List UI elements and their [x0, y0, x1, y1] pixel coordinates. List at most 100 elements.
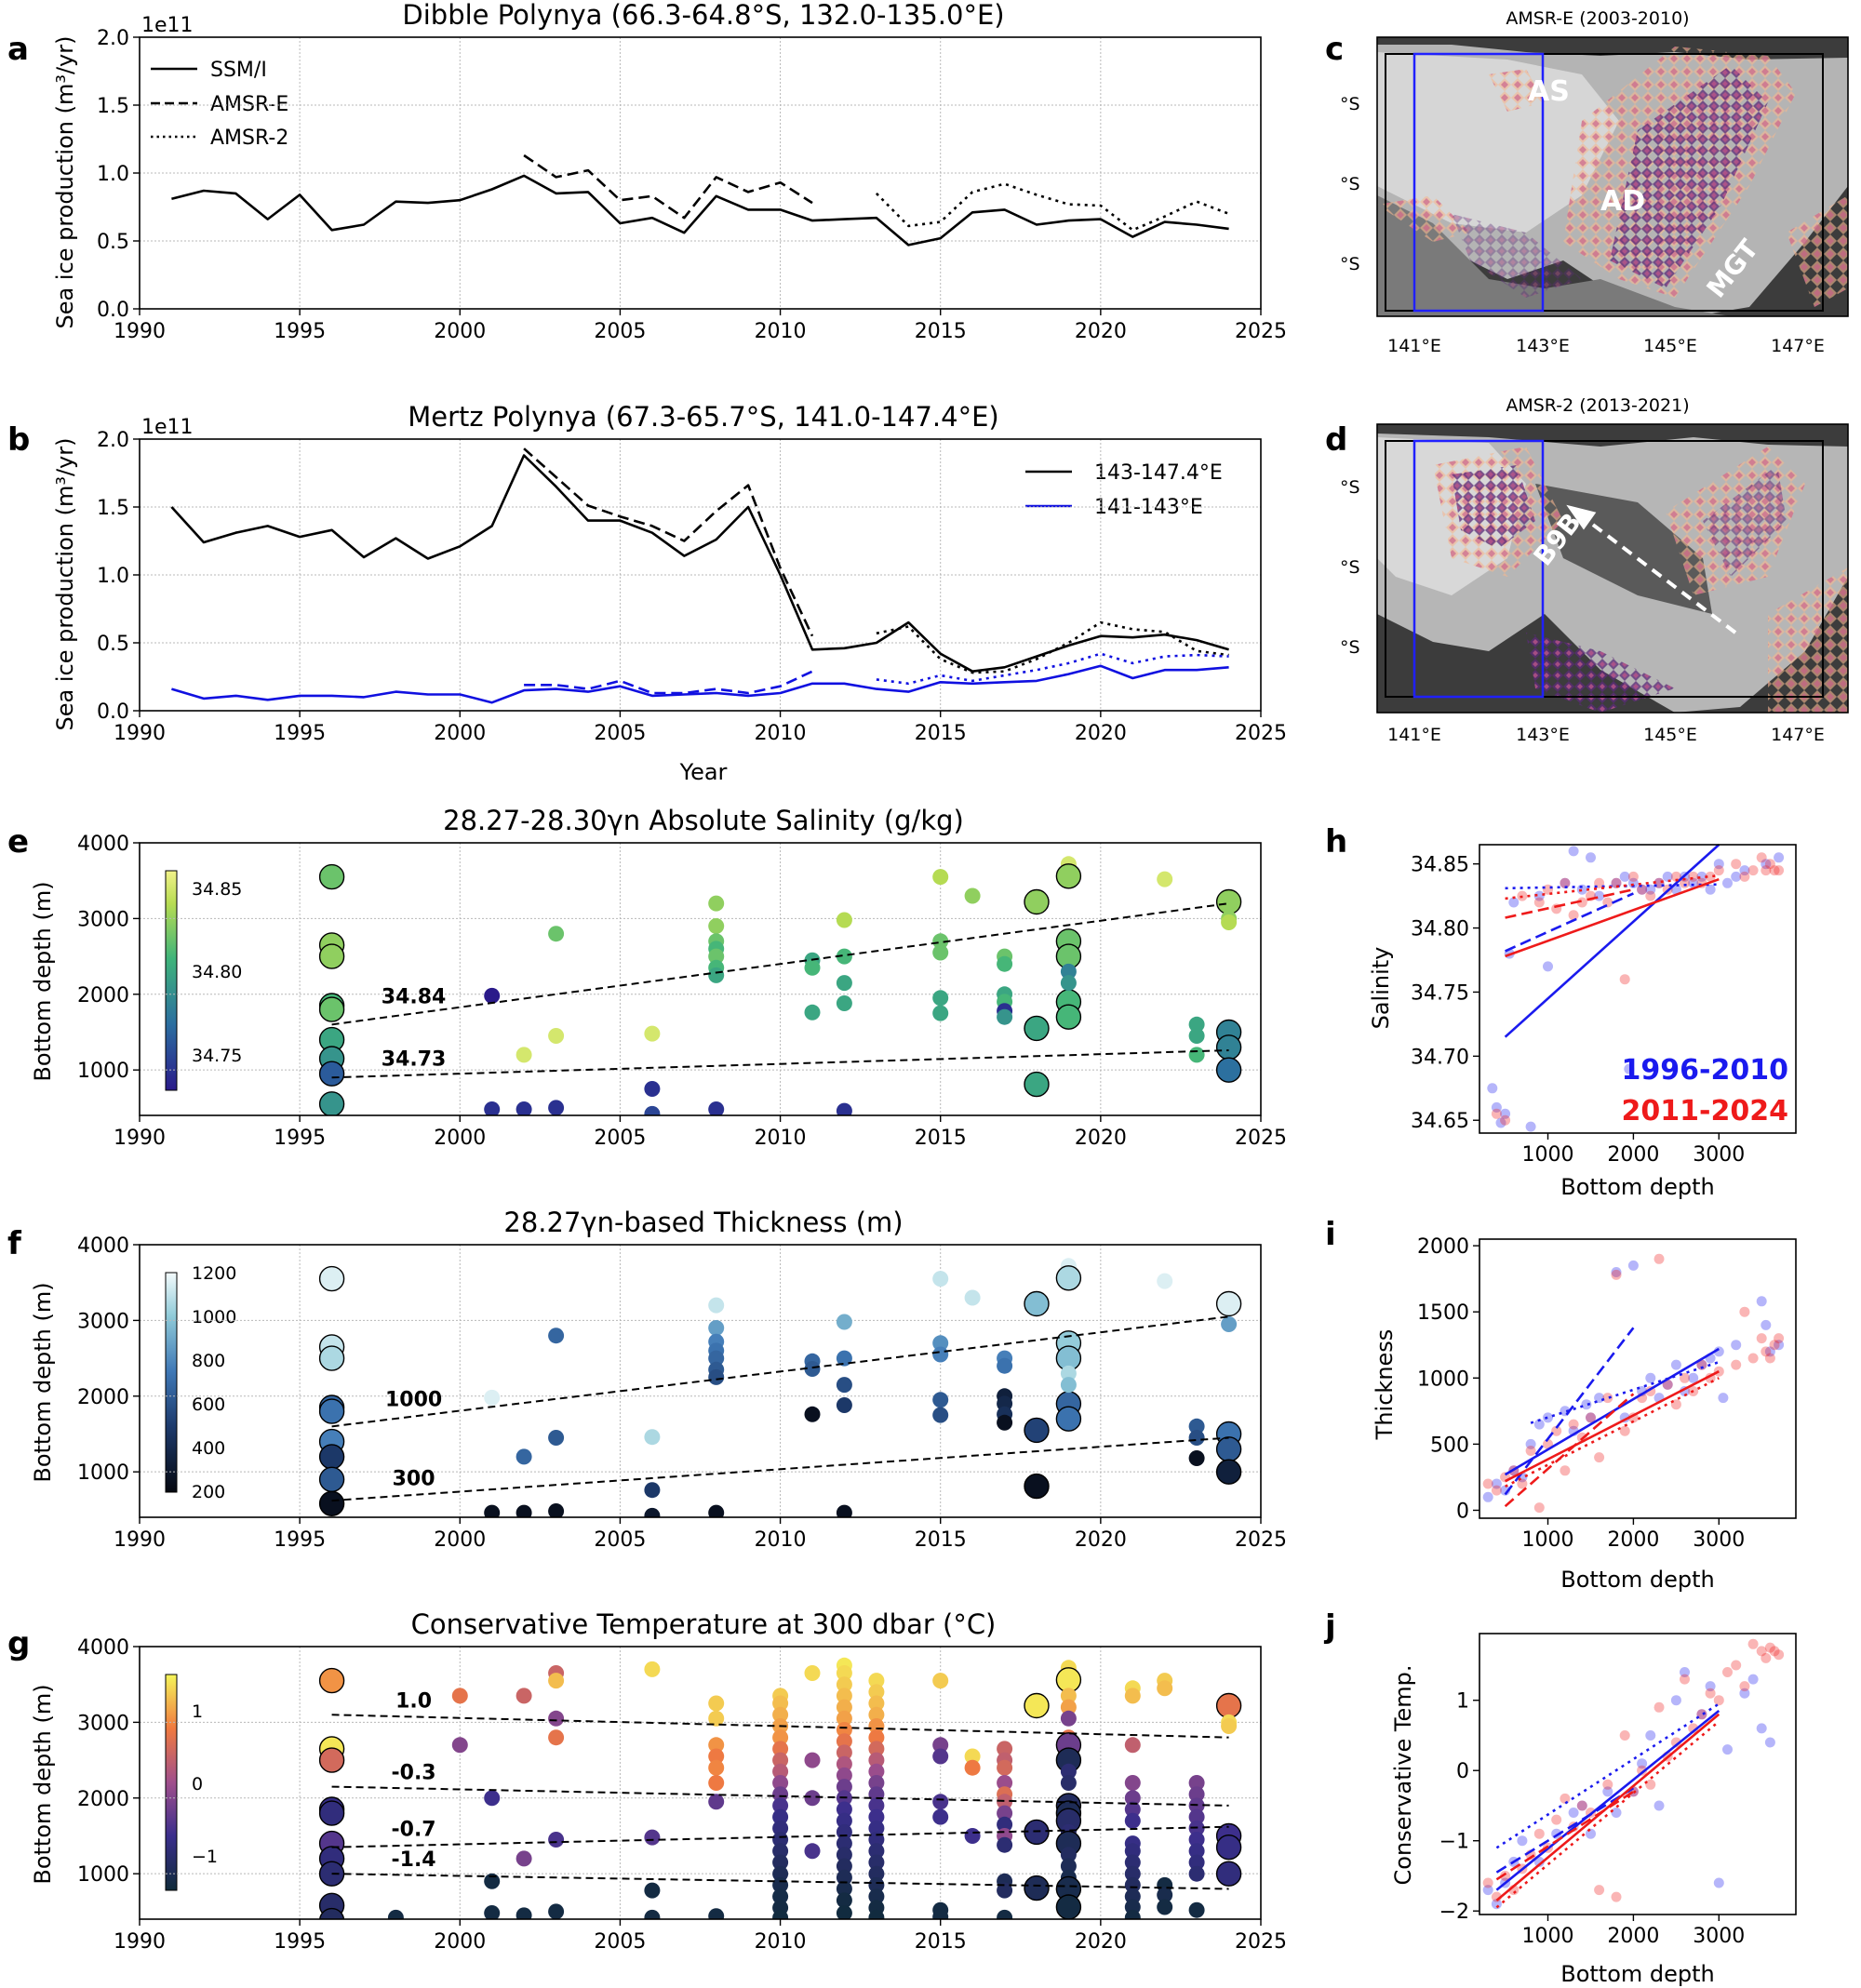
panel-i-s1-point-16 [1619, 1425, 1630, 1436]
panel-e-point-55 [1055, 1004, 1082, 1030]
panel-b-ylabel: Sea ice production (m³/yr) [52, 438, 78, 731]
panel-g-point-51 [772, 1843, 789, 1860]
panel-j: Conservative Temp. Bottom depth [1390, 1665, 1715, 1987]
panel-g-point-174 [1188, 1775, 1205, 1791]
panel-g-point-168 [1124, 1909, 1141, 1919]
panel-e-point-16 [644, 1025, 661, 1042]
panel-f-point-35 [932, 1271, 949, 1288]
panel-g-point-2 [318, 1747, 345, 1773]
panel-h-s0-fit-2 [1505, 883, 1720, 890]
panel-e-point-51 [1055, 863, 1082, 889]
panel-a-xtick-label-6: 2020 [1075, 320, 1127, 343]
panel-g-xtick-label-0: 1990 [114, 1930, 166, 1954]
panel-f-xtick-label-6: 2020 [1075, 1528, 1127, 1552]
panel-g-point-52 [772, 1854, 789, 1871]
panel-b-xtick-label-6: 2020 [1075, 722, 1127, 745]
panel-g-point-97 [868, 1808, 885, 1825]
panel-j-s0-point-24 [1756, 1723, 1767, 1734]
panel-a-ytick-label-4: 2.0 [97, 27, 129, 50]
panel-g-trend-3 [331, 1873, 1229, 1890]
panel-f-colorbar [165, 1272, 178, 1493]
panel-b-series-3 [171, 664, 1229, 704]
panel-e-point-31 [836, 948, 852, 965]
panel-g-colorbar [165, 1674, 178, 1891]
panel-g-point-66 [836, 1699, 852, 1715]
panel-g-trend-label-2: -0.7 [392, 1818, 436, 1841]
panel-g-point-86 [868, 1684, 885, 1701]
lat-tick-d3: °S [1340, 637, 1360, 658]
panel-f-trend-1 [331, 1436, 1229, 1502]
panel-f-point-47 [1024, 1290, 1050, 1317]
panel-letter-e: e [7, 823, 29, 861]
panel-g-point-92 [868, 1752, 885, 1768]
panel-g-point-34 [708, 1775, 725, 1791]
panel-j-s0-point-7 [1568, 1808, 1579, 1818]
panel-g-point-110 [932, 1794, 949, 1810]
panel-letter-j: j [1323, 1608, 1336, 1646]
panel-i-s1-point-15 [1611, 1269, 1622, 1280]
panel-f-ytick-label-3: 4000 [77, 1234, 129, 1258]
panel-h-s1-point-8 [1576, 897, 1587, 908]
panel-b-xtick-label-2: 2000 [434, 722, 486, 745]
panel-g-point-164 [1124, 1865, 1141, 1882]
panel-f-point-4 [318, 1398, 345, 1424]
panel-f-point-26 [708, 1368, 725, 1385]
panel-e-colorbar [165, 870, 178, 1091]
panel-g-point-155 [1124, 1688, 1141, 1704]
panel-i-s0-point-30 [1764, 1346, 1775, 1357]
panel-f-point-20 [708, 1297, 725, 1314]
panel-b-xtick-label-1: 1995 [274, 722, 326, 745]
panel-i-xlabel: Bottom depth [1560, 1567, 1715, 1593]
panel-h-s1-point-20 [1680, 877, 1690, 888]
panel-j-s0-fit-2 [1495, 1702, 1720, 1849]
panel-e-trend-0 [331, 902, 1229, 1026]
panel-e-point-60 [1188, 1028, 1205, 1044]
panel-b-xtick-label-4: 2010 [755, 722, 807, 745]
panel-h-s0-point-31 [1761, 859, 1772, 870]
panel-j-s1-point-27 [1713, 1695, 1724, 1706]
panel-g-ytick-label-2: 3000 [77, 1712, 129, 1735]
panel-e-points [318, 856, 1242, 1115]
panel-g-point-90 [868, 1729, 885, 1746]
lon-tick-c1: 141°E [1387, 336, 1441, 356]
panel-f-point-66 [1215, 1459, 1242, 1485]
panel-i-s0-fit-1 [1504, 1327, 1635, 1496]
panel-e-point-40 [964, 887, 981, 904]
panel-h-s1-point-13 [1619, 974, 1630, 985]
panel-g-point-115 [964, 1759, 981, 1776]
panel-g-point-18 [515, 1907, 532, 1919]
panel-h-s0-fit-0 [1504, 844, 1720, 1038]
panel-g-point-120 [997, 1775, 1013, 1791]
panel-j-s0-point-13 [1637, 1758, 1648, 1769]
panel-g-point-136 [1060, 1699, 1077, 1715]
panel-f: 28.27γn-based Thickness (m) Bottom depth… [30, 1207, 904, 1502]
panel-g-point-16 [515, 1688, 532, 1704]
panel-g: Conservative Temperature at 300 dbar (°C… [30, 1608, 996, 1891]
legend-east: 143-147.4°E [1094, 461, 1223, 485]
panel-i-s0-fit-2 [1530, 1360, 1720, 1424]
panel-e-point-37 [932, 944, 949, 961]
panel-f-points [318, 1258, 1242, 1517]
panel-e-ytick-label-1: 2000 [77, 984, 129, 1007]
panel-f-point-61 [1188, 1450, 1205, 1466]
panel-h-s0-point-29 [1731, 871, 1742, 882]
panel-h-s0-point-2 [1495, 1117, 1506, 1128]
panel-i-xtick-label-0: 1000 [1522, 1528, 1574, 1552]
panel-g-point-84 [836, 1905, 852, 1919]
panel-g-point-78 [836, 1835, 852, 1852]
panel-h: Salinity Bottom depth 1996-2010 2011-202… [1368, 947, 1788, 1200]
panel-e-ytick-label-3: 4000 [77, 833, 129, 856]
panel-g-point-106 [868, 1909, 885, 1919]
panel-i-s0-point-0 [1482, 1491, 1493, 1502]
panel-b-exponent: 1e11 [141, 416, 194, 439]
panel-b-frame [139, 438, 1262, 712]
panel-e-cbar-tick-0: 34.85 [192, 879, 242, 900]
panel-j-s1-point-35 [1769, 1646, 1780, 1657]
panel-h-s0-point-3 [1500, 1108, 1511, 1119]
panel-g-point-173 [1157, 1899, 1173, 1915]
panel-h-s0-point-27 [1713, 859, 1724, 870]
panel-a-xtick-label-7: 2025 [1235, 320, 1287, 343]
panel-i-s0-point-29 [1761, 1319, 1772, 1330]
panel-g-point-10 [387, 1909, 404, 1919]
panel-f-xtick-label-7: 2025 [1235, 1528, 1287, 1552]
